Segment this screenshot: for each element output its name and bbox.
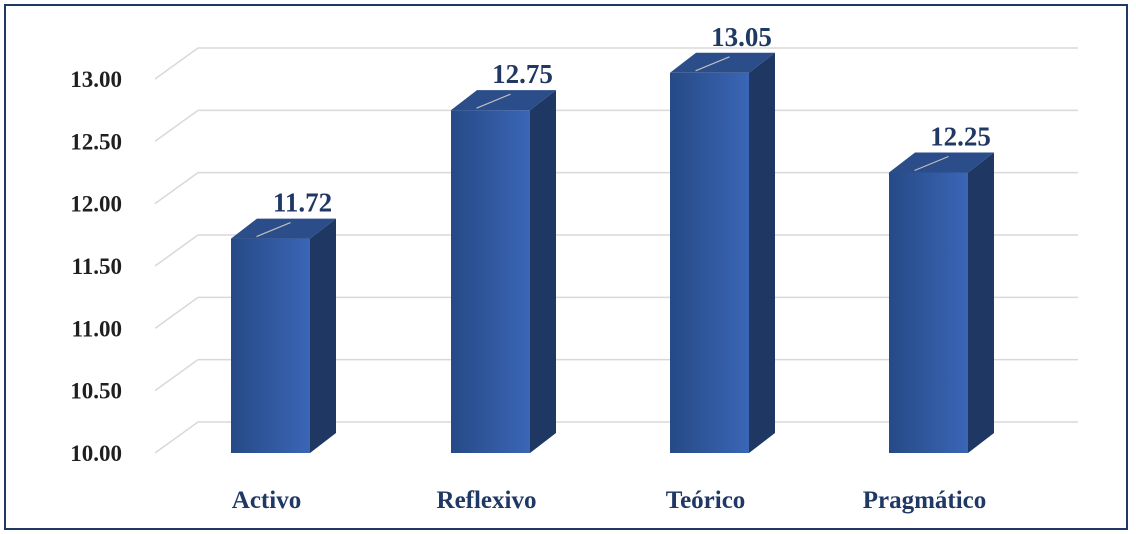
bar-side [968,152,994,453]
gridline-diagonal [154,421,199,454]
y-tick-label: 12.00 [70,192,122,217]
y-tick-label: 13.00 [70,67,122,92]
data-label: 11.72 [273,188,332,218]
y-tick-label: 10.50 [70,379,122,404]
y-tick-label: 10.00 [70,441,122,466]
bar-front [451,110,530,454]
category-label: Teórico [666,487,746,514]
y-axis-tick-labels: 10.00 10.50 11.00 11.50 12.00 12.50 13.00 [70,67,122,466]
leader-line [914,155,949,172]
gridline-diagonal [154,109,199,142]
bar-top [451,90,556,111]
bar-front [231,238,310,453]
leader-line [256,222,291,238]
data-label: 13.05 [711,22,772,52]
bar-front [670,72,749,454]
bar-top [889,152,994,173]
bar-top [670,52,775,73]
y-tick-label: 11.50 [72,254,122,279]
bar-side [749,52,775,454]
bar-side [310,218,336,453]
gridline-diagonal [154,47,199,80]
y-tick-label: 11.00 [72,316,122,341]
bar-reflexivo [451,90,556,454]
gridline-diagonal [154,234,199,267]
data-labels: 11.72 12.75 13.05 12.25 [273,22,991,218]
bar-top [231,218,336,239]
bar-front [889,172,968,453]
gridline-diagonal [154,172,199,205]
category-label: Pragmático [863,487,987,514]
bar-pragmático [889,152,994,453]
bar-side [530,90,556,454]
category-label: Activo [232,487,301,514]
leader-line [476,93,511,109]
category-label: Reflexivo [437,487,537,514]
gridline-diagonal [154,359,199,392]
gridline-diagonal [154,296,199,329]
leader-line [695,56,730,72]
data-label: 12.75 [492,59,553,89]
x-axis-category-labels: Activo Reflexivo Teórico Pragmático [232,487,986,514]
bar-teórico [670,52,775,454]
bar-activo [231,218,336,453]
data-label: 12.25 [930,122,991,152]
bars [231,52,994,454]
y-tick-label: 12.50 [70,129,122,154]
